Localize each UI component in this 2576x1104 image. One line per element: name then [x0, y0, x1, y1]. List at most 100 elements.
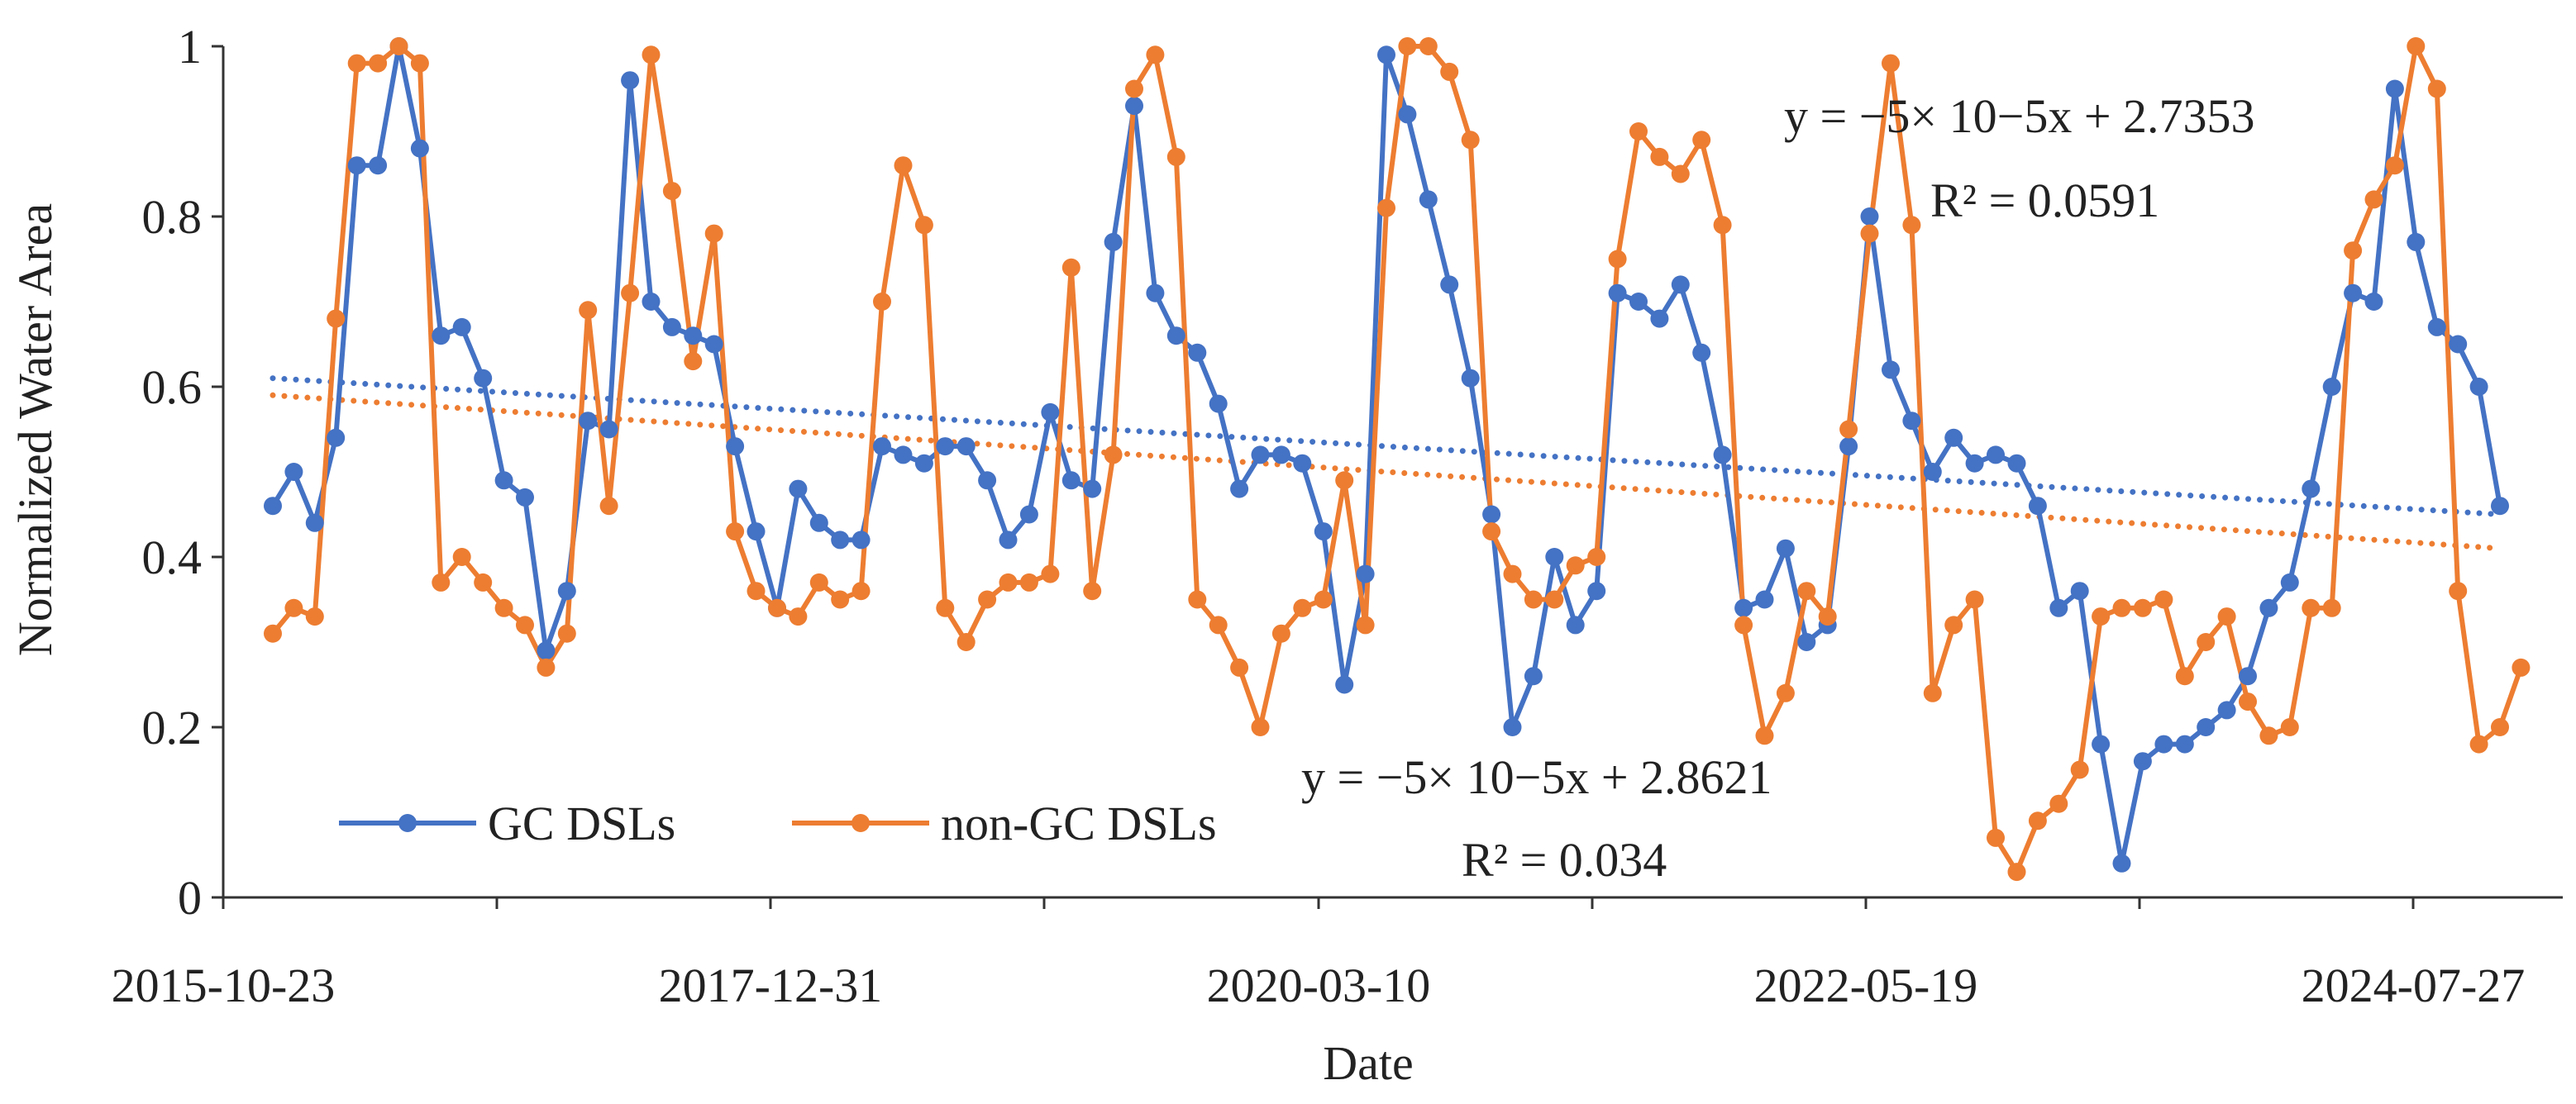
data-point-gc [327, 428, 346, 447]
legend-marker-nongc [852, 814, 870, 832]
data-point-nongc [684, 352, 703, 371]
data-point-nongc [432, 573, 451, 592]
data-point-gc [2449, 335, 2468, 354]
trendlines [270, 375, 2503, 552]
data-point-gc [1104, 232, 1123, 251]
data-point-nongc [347, 54, 366, 73]
data-point-gc [557, 582, 576, 601]
data-point-gc [2112, 854, 2131, 873]
data-point-gc [432, 326, 451, 345]
data-point-gc [684, 326, 703, 345]
data-point-nongc [2512, 658, 2531, 677]
data-point-nongc [1104, 445, 1123, 464]
data-point-gc [347, 156, 366, 175]
data-point-gc [2239, 667, 2257, 686]
trendline-nongc [270, 392, 2503, 552]
data-point-gc [1061, 471, 1080, 490]
data-point-gc [2427, 317, 2446, 336]
data-point-nongc [2280, 718, 2299, 736]
x-ticks: 2015-10-23 2017-12-31 2020-03-10 2022-05-19… [112, 897, 2525, 1012]
data-point-nongc [1209, 616, 1228, 635]
data-point-gc [2133, 752, 2152, 771]
data-point-nongc [999, 573, 1018, 592]
series-group [264, 37, 2531, 882]
data-point-gc [1188, 343, 1207, 362]
data-point-nongc [579, 301, 598, 320]
data-point-gc [1083, 479, 1102, 498]
data-point-nongc [956, 633, 976, 651]
data-point-nongc [1503, 564, 1522, 583]
data-point-nongc [1734, 616, 1753, 635]
legend: GC DSLs non-GC DSLs [339, 797, 1217, 850]
x-tick-label: 2022-05-19 [1754, 959, 1978, 1012]
data-point-nongc [1692, 131, 1711, 150]
data-point-gc [305, 513, 324, 532]
data-point-gc [1419, 190, 1438, 209]
data-point-nongc [474, 573, 493, 592]
data-point-nongc [1818, 607, 1837, 626]
data-point-nongc [369, 54, 388, 73]
data-point-gc [621, 71, 640, 90]
data-point-gc [704, 335, 723, 354]
data-point-gc [2217, 701, 2236, 720]
data-point-nongc [1608, 250, 1627, 269]
data-point-gc [1965, 454, 1984, 473]
data-point-gc [599, 420, 618, 439]
y-tick-label: 1 [178, 20, 202, 74]
data-point-gc [1692, 343, 1711, 362]
data-point-nongc [1166, 147, 1185, 166]
data-point-gc [1987, 445, 2005, 464]
data-point-gc [1882, 360, 1900, 379]
data-point-nongc [1314, 590, 1333, 609]
data-point-nongc [1923, 683, 1942, 702]
data-point-gc [1019, 505, 1038, 524]
legend-label-gc: GC DSLs [488, 797, 675, 850]
data-point-nongc [2070, 760, 2089, 779]
data-point-gc [1755, 590, 1774, 609]
data-point-gc [1734, 598, 1753, 617]
data-point-gc [1923, 463, 1942, 481]
data-point-nongc [2154, 590, 2173, 609]
data-point-gc [369, 156, 388, 175]
data-point-nongc [978, 590, 997, 609]
data-point-nongc [621, 283, 640, 302]
data-point-gc [1860, 207, 1879, 226]
data-point-nongc [2217, 607, 2236, 626]
data-point-gc [2049, 598, 2068, 617]
data-point-gc [284, 463, 303, 481]
data-point-nongc [2133, 598, 2152, 617]
data-point-nongc [2049, 794, 2068, 813]
data-point-nongc [1965, 590, 1984, 609]
data-point-gc [1461, 369, 1480, 388]
data-point-nongc [2028, 811, 2047, 830]
data-point-gc [1166, 326, 1185, 345]
data-point-gc [2092, 735, 2111, 754]
data-point-gc [1251, 445, 1270, 464]
data-point-gc [1356, 564, 1375, 583]
data-point-gc [789, 479, 808, 498]
trend-r2-gc: R² = 0.0591 [1930, 174, 2159, 227]
data-point-nongc [1293, 598, 1312, 617]
data-point-nongc [642, 45, 661, 64]
data-point-nongc [1882, 54, 1900, 73]
data-point-nongc [1524, 590, 1543, 609]
data-point-nongc [1230, 658, 1249, 677]
data-point-nongc [768, 598, 786, 617]
data-point-nongc [284, 598, 303, 617]
x-axis-label: Date [1323, 1036, 1414, 1090]
data-point-nongc [1335, 471, 1354, 490]
legend-label-nongc: non-GC DSLs [941, 797, 1217, 850]
data-point-gc [2407, 232, 2426, 251]
data-point-nongc [389, 37, 408, 55]
data-point-gc [2469, 378, 2488, 396]
x-tick-label: 2017-12-31 [659, 959, 883, 1012]
data-point-nongc [1629, 122, 1648, 140]
data-point-nongc [1188, 590, 1207, 609]
data-point-gc [537, 641, 556, 660]
data-point-nongc [2197, 633, 2216, 651]
data-point-gc [1335, 675, 1354, 694]
data-point-nongc [1440, 62, 1459, 81]
y-tick-label: 0.2 [142, 701, 203, 754]
data-point-gc [831, 531, 850, 550]
data-point-nongc [327, 309, 346, 328]
